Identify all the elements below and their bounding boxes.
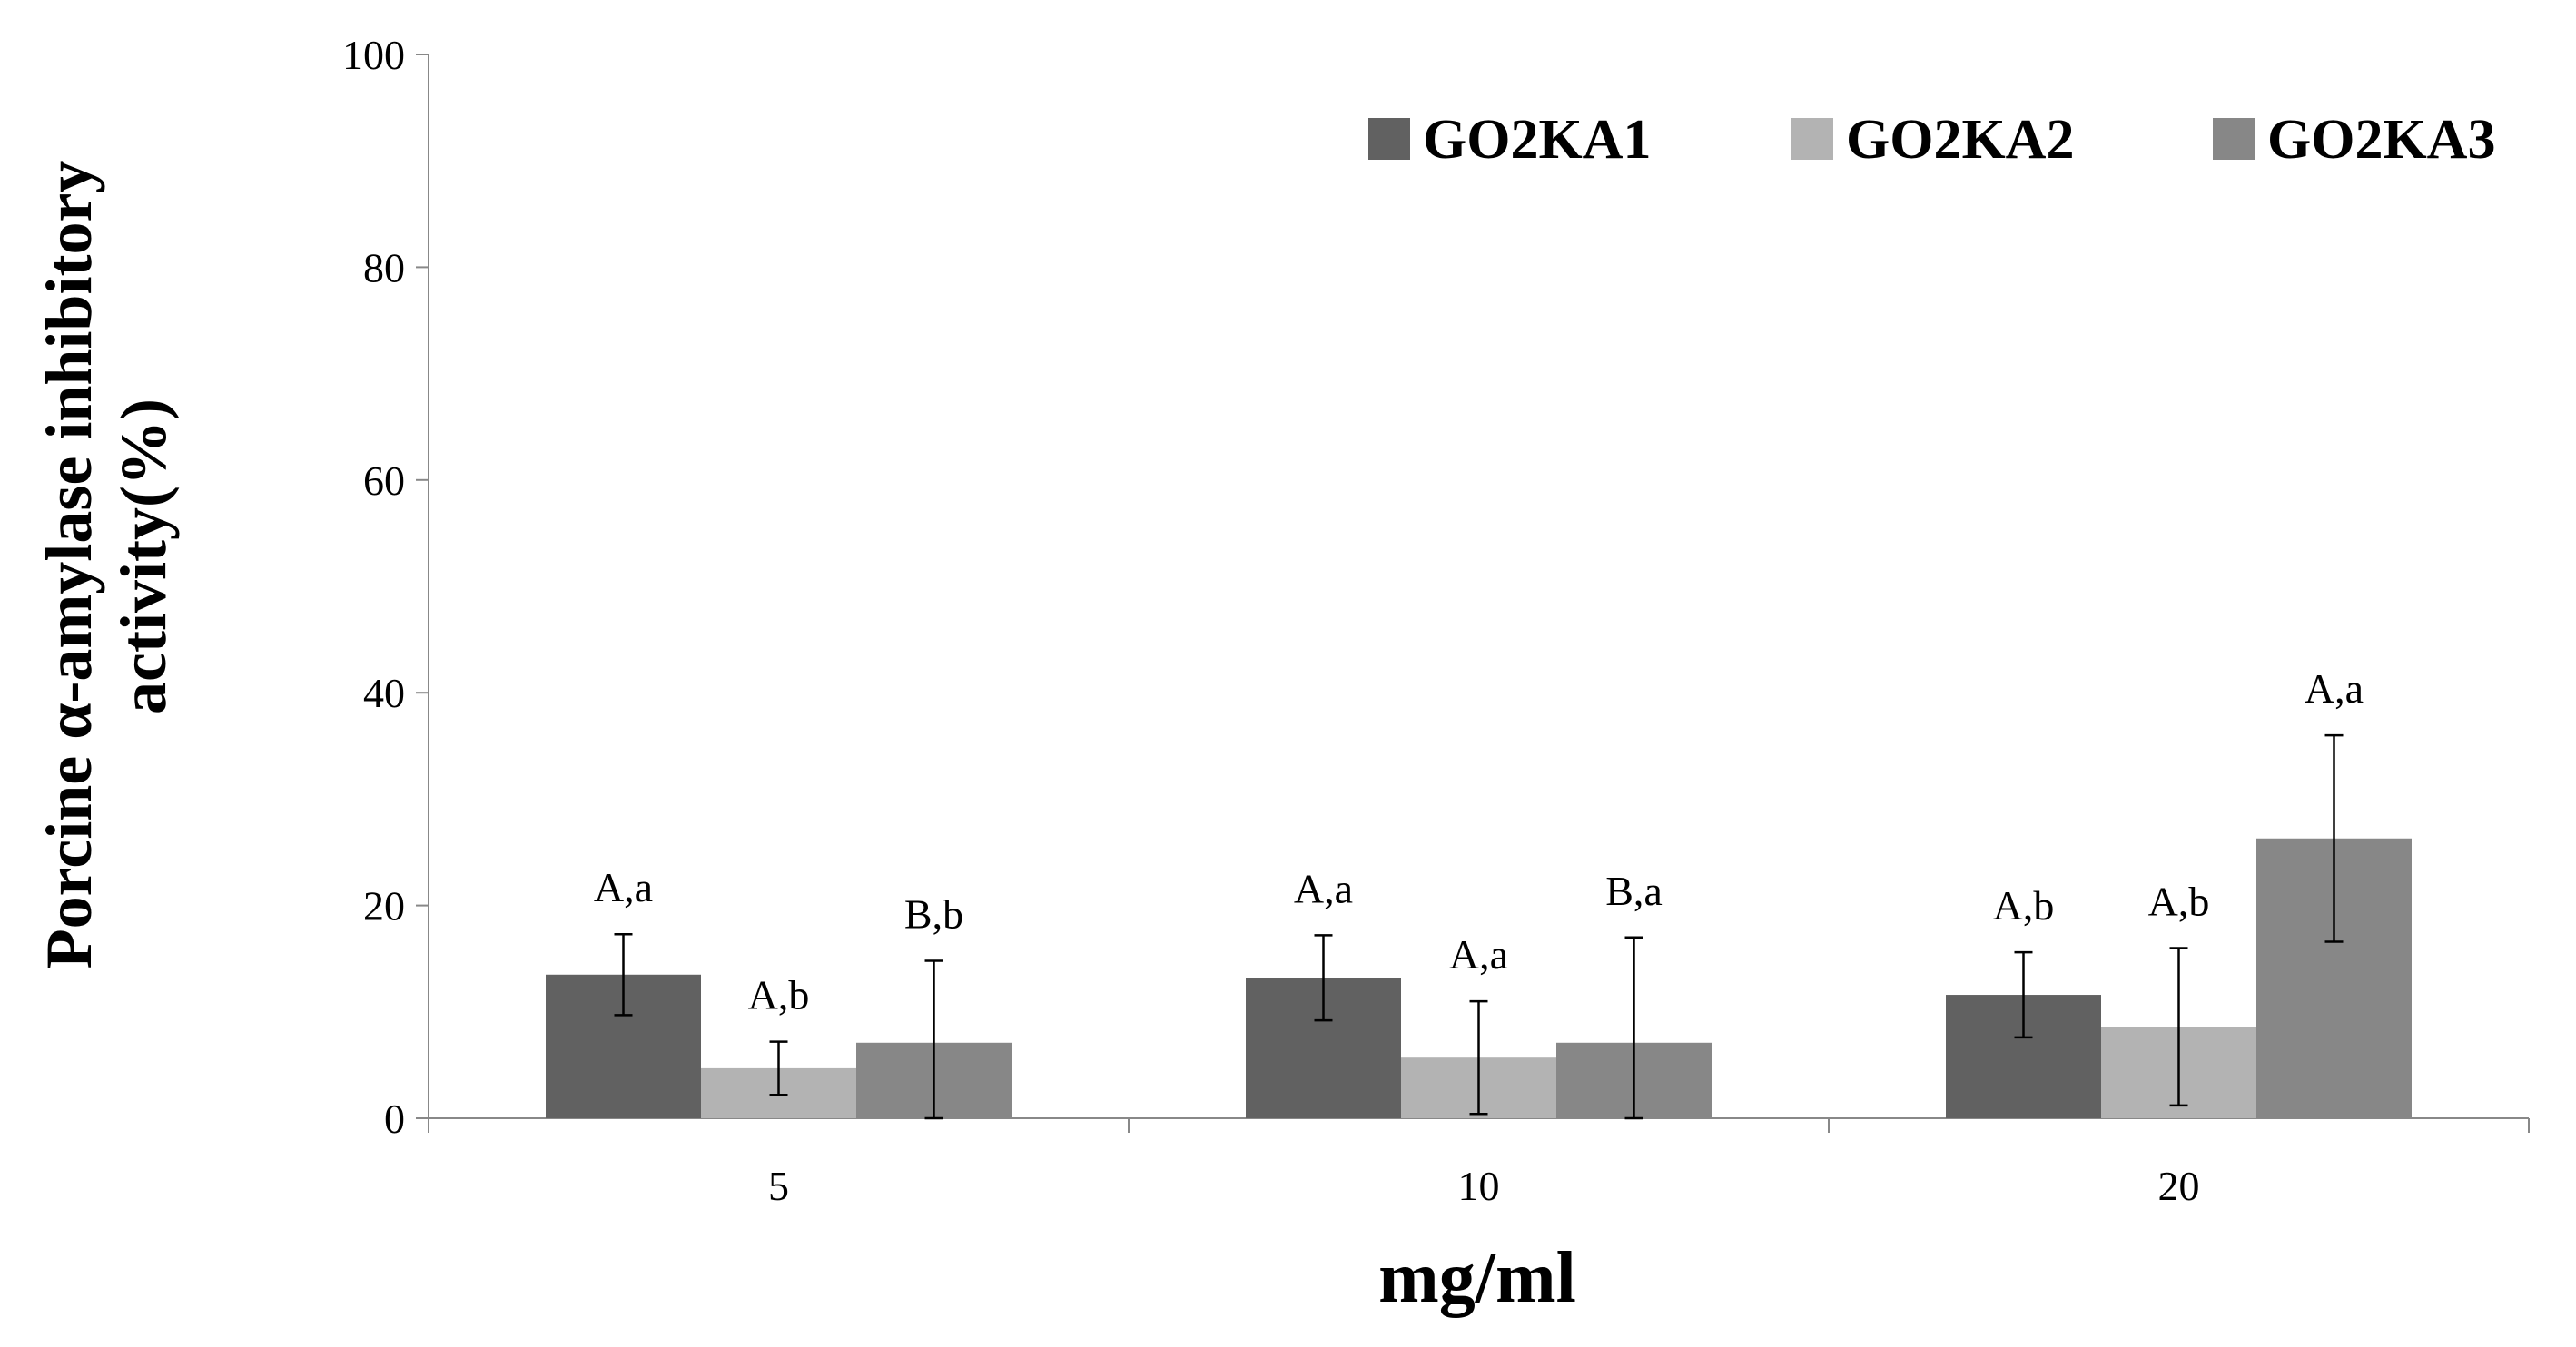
y-tick-label: 100 xyxy=(342,32,405,78)
y-tick-label: 20 xyxy=(363,883,405,929)
legend-label-go2ka1: GO2KA1 xyxy=(1423,109,1651,171)
y-axis: 0 20 40 60 80 100 xyxy=(342,32,429,1142)
legend: GO2KA1 GO2KA2 GO2KA3 xyxy=(1368,109,2495,171)
significance-label-go2ka2: A,b xyxy=(748,972,810,1018)
y-axis-title-line-1: Porcine α-amylase inhibitory xyxy=(33,161,105,969)
legend-swatch-go2ka1 xyxy=(1368,118,1410,160)
y-axis-title: Porcine α-amylase inhibitory activity(%) xyxy=(33,144,180,969)
x-tick-label: 10 xyxy=(1458,1163,1500,1209)
y-tick-label: 40 xyxy=(363,670,405,716)
legend-item-go2ka3: GO2KA3 xyxy=(2213,109,2495,171)
legend-label-go2ka3: GO2KA3 xyxy=(2267,109,2495,171)
significance-label-go2ka3: B,a xyxy=(1605,868,1663,914)
x-tick-label: 5 xyxy=(768,1163,789,1209)
significance-label-go2ka1: A,b xyxy=(1993,882,2055,929)
legend-swatch-go2ka3 xyxy=(2213,118,2255,160)
x-axis: 5 10 20 xyxy=(428,1117,2530,1209)
legend-swatch-go2ka2 xyxy=(1791,118,1833,160)
significance-label-go2ka1: A,a xyxy=(1294,865,1353,911)
significance-label-go2ka3: A,a xyxy=(2305,665,2364,712)
y-tick-label: 60 xyxy=(363,457,405,504)
y-axis-title-line-2: activity(%) xyxy=(107,398,180,714)
significance-labels: A,a A,a A,b A,b A,a A,b B,b B,a A,a xyxy=(594,665,2364,1018)
legend-label-go2ka2: GO2KA2 xyxy=(1846,109,2074,171)
significance-label-go2ka3: B,b xyxy=(904,891,963,938)
significance-label-go2ka1: A,a xyxy=(594,864,653,910)
legend-item-go2ka2: GO2KA2 xyxy=(1791,109,2074,171)
x-tick-label: 20 xyxy=(2158,1163,2200,1209)
y-tick-label: 0 xyxy=(384,1096,405,1142)
y-tick-label: 80 xyxy=(363,244,405,290)
error-bars xyxy=(614,733,2344,1120)
legend-item-go2ka1: GO2KA1 xyxy=(1368,109,1651,171)
significance-label-go2ka2: A,b xyxy=(2148,878,2210,924)
significance-label-go2ka2: A,a xyxy=(1449,931,1508,978)
x-axis-title: mg/ml xyxy=(1378,1238,1576,1318)
